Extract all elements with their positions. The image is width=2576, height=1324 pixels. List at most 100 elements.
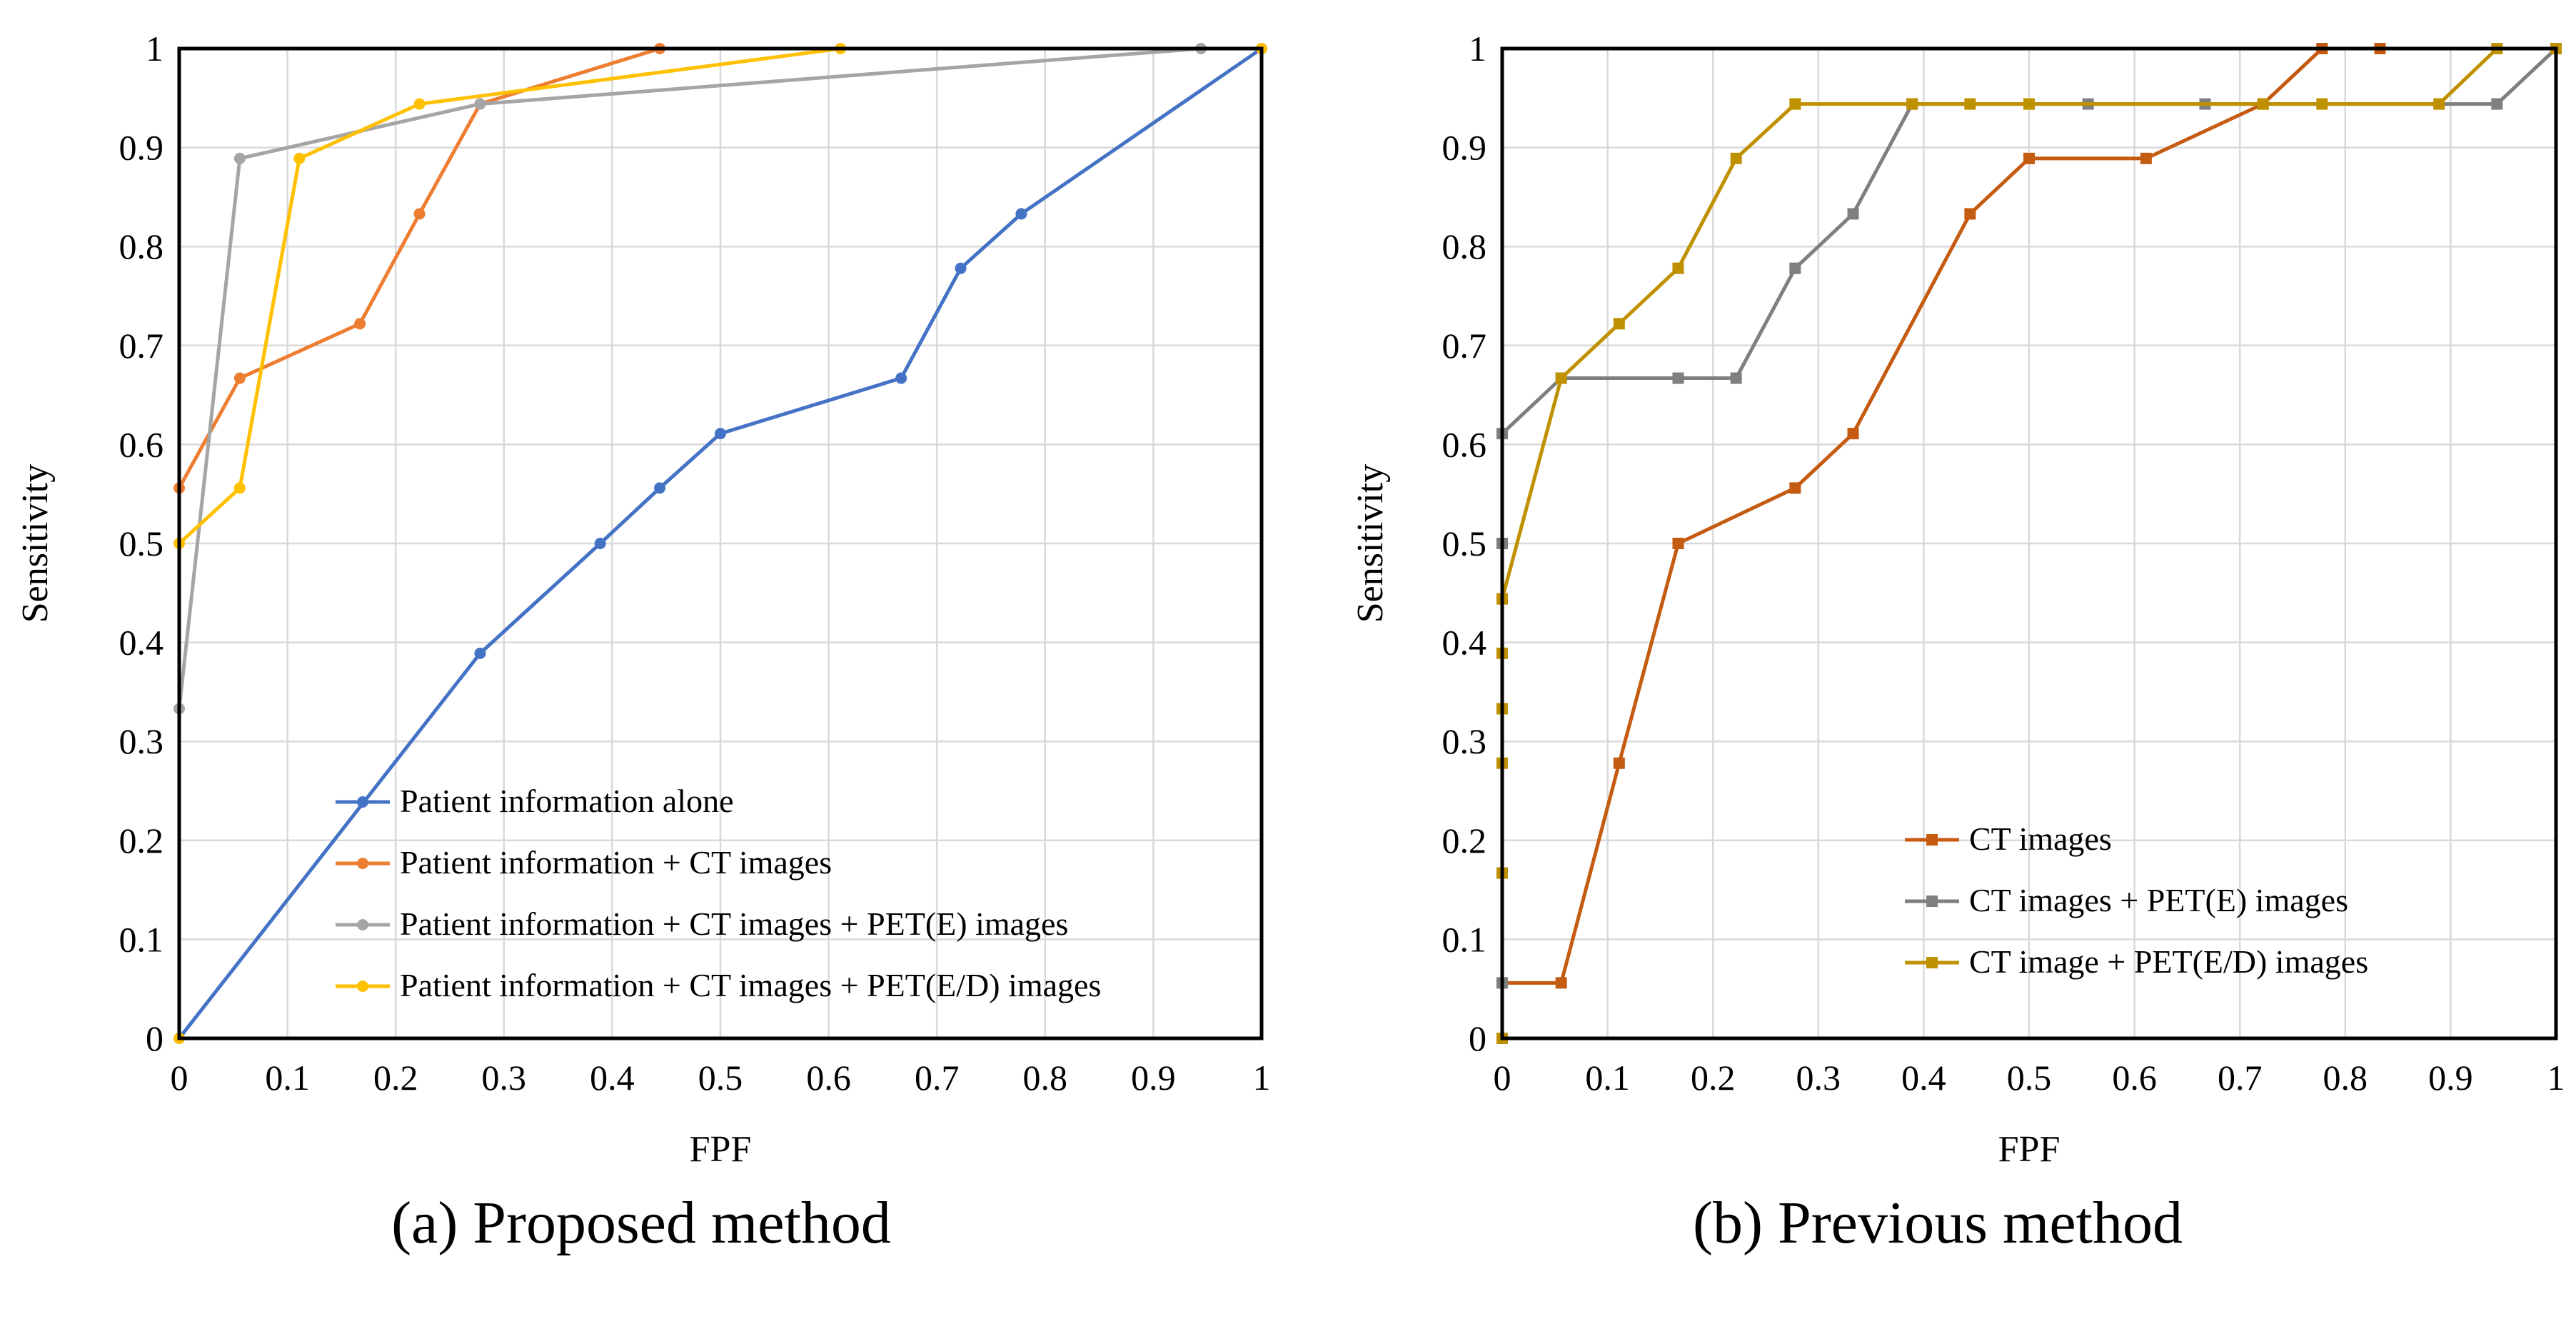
x-axis-label: FPF <box>1998 1129 2061 1170</box>
data-point <box>233 372 246 384</box>
x-tick-label: 0.1 <box>265 1058 310 1098</box>
y-tick-label: 0.4 <box>119 623 164 663</box>
legend-swatch-marker <box>357 919 368 931</box>
y-tick-label: 0.5 <box>1442 523 1487 563</box>
legend-label: Patient information + CT images <box>400 844 832 881</box>
data-point <box>1015 208 1027 220</box>
legend-item: CT images <box>1905 821 2112 857</box>
data-point <box>1613 318 1625 330</box>
y-tick-label: 0.3 <box>119 721 164 761</box>
data-point <box>715 428 726 440</box>
legend-swatch-marker <box>1926 957 1938 968</box>
x-tick-label: 0 <box>171 1058 188 1098</box>
data-point <box>2023 152 2035 164</box>
data-point <box>1613 757 1625 769</box>
y-tick-label: 0.1 <box>119 919 164 959</box>
data-point <box>1789 98 1801 110</box>
x-tick-label: 0.9 <box>2428 1058 2473 1098</box>
data-point <box>1555 977 1567 989</box>
legend-item: CT image + PET(E/D) images <box>1905 943 2368 980</box>
data-point <box>2257 98 2269 110</box>
legend-label: Patient information + CT images + PET(E)… <box>400 906 1068 942</box>
y-tick-label: 0.2 <box>119 821 164 861</box>
x-tick-label: 0.3 <box>482 1058 527 1098</box>
y-tick-label: 0.4 <box>1442 623 1487 663</box>
x-tick-label: 0.6 <box>806 1058 851 1098</box>
data-point <box>594 538 606 549</box>
chart-caption: (a) Proposed method <box>391 1190 891 1256</box>
y-axis-label: Sensitivity <box>15 464 56 623</box>
y-tick-label: 0.5 <box>119 523 164 563</box>
y-tick-label: 0.1 <box>1442 919 1487 959</box>
x-tick-label: 0.4 <box>590 1058 635 1098</box>
data-point <box>2140 152 2152 164</box>
x-tick-label: 0.9 <box>1131 1058 1176 1098</box>
x-tick-label: 0.7 <box>2218 1058 2263 1098</box>
y-tick-label: 0.9 <box>1442 128 1487 168</box>
x-tick-label: 1 <box>2547 1058 2565 1098</box>
legend-label: Patient information + CT images + PET(E/… <box>400 967 1101 1003</box>
chart-b: 0 0.1 0.2 0.3 0.4 0.5 0.6 0.7 0.8 0.9 1 0 0.1 0.2 0.3 0… <box>1350 29 2565 1256</box>
legend-label: CT images + PET(E) images <box>1969 882 2348 918</box>
legend-item: Patient information + CT images + PET(E)… <box>336 906 1068 942</box>
data-point <box>474 647 486 659</box>
y-tick-label: 0.7 <box>119 326 164 366</box>
x-tick-label: 0.2 <box>373 1058 418 1098</box>
data-point <box>1672 372 1684 384</box>
legend-item: CT images + PET(E) images <box>1905 882 2348 918</box>
x-tick-label: 0.6 <box>2112 1058 2157 1098</box>
data-point <box>1672 262 1684 274</box>
legend-swatch-marker <box>357 858 368 869</box>
y-tick-label: 0.9 <box>119 128 164 168</box>
data-point <box>2433 98 2445 110</box>
data-point <box>1730 152 1742 164</box>
y-tick-label: 0.3 <box>1442 721 1487 761</box>
legend-item: Patient information + CT images <box>336 844 832 881</box>
y-tick-label: 0.7 <box>1442 326 1487 366</box>
data-point <box>413 208 426 220</box>
x-tick-label: 0.3 <box>1796 1058 1841 1098</box>
legend-swatch-marker <box>357 981 368 992</box>
legend: CT images CT images + PET(E) images CT ima… <box>1905 821 2368 980</box>
x-tick-label: 0.1 <box>1585 1058 1630 1098</box>
y-tick-label: 0.6 <box>1442 424 1487 464</box>
data-point <box>233 152 246 164</box>
data-point <box>1847 428 1859 440</box>
y-tick-label: 1 <box>146 29 163 69</box>
data-point <box>895 372 907 384</box>
legend-label: CT image + PET(E/D) images <box>1969 943 2368 980</box>
plot-frame <box>1500 46 2558 1040</box>
x-tick-label: 0.8 <box>1023 1058 1068 1098</box>
legend-swatch-marker <box>357 796 368 808</box>
y-tick-label: 0 <box>146 1018 163 1058</box>
legend-label: Patient information alone <box>400 783 734 819</box>
x-tick-label: 1 <box>1253 1058 1271 1098</box>
data-point <box>293 152 306 164</box>
data-point <box>1847 208 1859 220</box>
plot-frame <box>177 46 1264 1040</box>
data-point <box>233 482 246 494</box>
legend-swatch-marker <box>1926 834 1938 846</box>
y-tick-label: 0.8 <box>1442 226 1487 266</box>
data-point <box>1789 482 1801 494</box>
chart-a: 0 0.1 0.2 0.3 0.4 0.5 0.6 0.7 0.8 0.9 1 0 0.1 0.2 0.3 0… <box>15 29 1271 1256</box>
data-point <box>2023 98 2035 110</box>
x-tick-label: 0.7 <box>915 1058 960 1098</box>
data-point <box>1555 372 1567 384</box>
data-point <box>1964 98 1976 110</box>
data-point <box>354 318 366 330</box>
chart-caption: (b) Previous method <box>1693 1190 2183 1256</box>
data-point <box>654 482 666 494</box>
x-tick-label: 0.5 <box>698 1058 743 1098</box>
data-point <box>474 98 486 110</box>
data-point <box>1730 372 1742 384</box>
x-axis-label: FPF <box>690 1129 752 1170</box>
data-point <box>1672 538 1684 549</box>
x-tick-label: 0.4 <box>1901 1058 1946 1098</box>
x-tick-label: 0.2 <box>1691 1058 1736 1098</box>
x-tick-label: 0.5 <box>2007 1058 2052 1098</box>
legend-swatch-marker <box>1926 896 1938 907</box>
data-point <box>413 98 426 110</box>
y-tick-label: 1 <box>1469 29 1486 69</box>
